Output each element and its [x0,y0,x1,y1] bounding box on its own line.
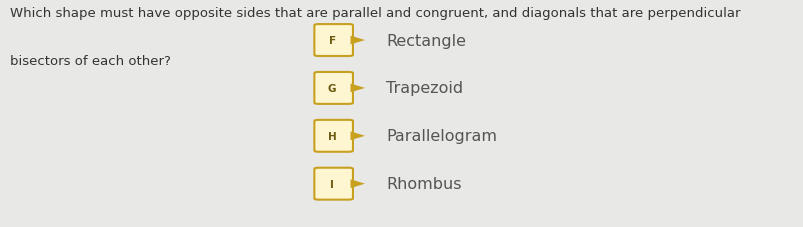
FancyBboxPatch shape [314,168,353,200]
Polygon shape [350,84,365,93]
Text: Parallelogram: Parallelogram [385,129,496,144]
Polygon shape [350,37,365,45]
Text: G: G [328,84,336,94]
Text: Which shape must have opposite sides that are parallel and congruent, and diagon: Which shape must have opposite sides tha… [10,7,740,20]
Text: I: I [330,179,334,189]
FancyBboxPatch shape [314,73,353,104]
Text: Rhombus: Rhombus [385,176,461,191]
FancyBboxPatch shape [314,25,353,57]
Text: Rectangle: Rectangle [385,33,466,48]
FancyBboxPatch shape [314,120,353,152]
Polygon shape [350,132,365,141]
Text: bisectors of each other?: bisectors of each other? [10,54,170,67]
Text: Trapezoid: Trapezoid [385,81,463,96]
Polygon shape [350,180,365,188]
Text: F: F [328,36,336,46]
Text: H: H [328,131,336,141]
